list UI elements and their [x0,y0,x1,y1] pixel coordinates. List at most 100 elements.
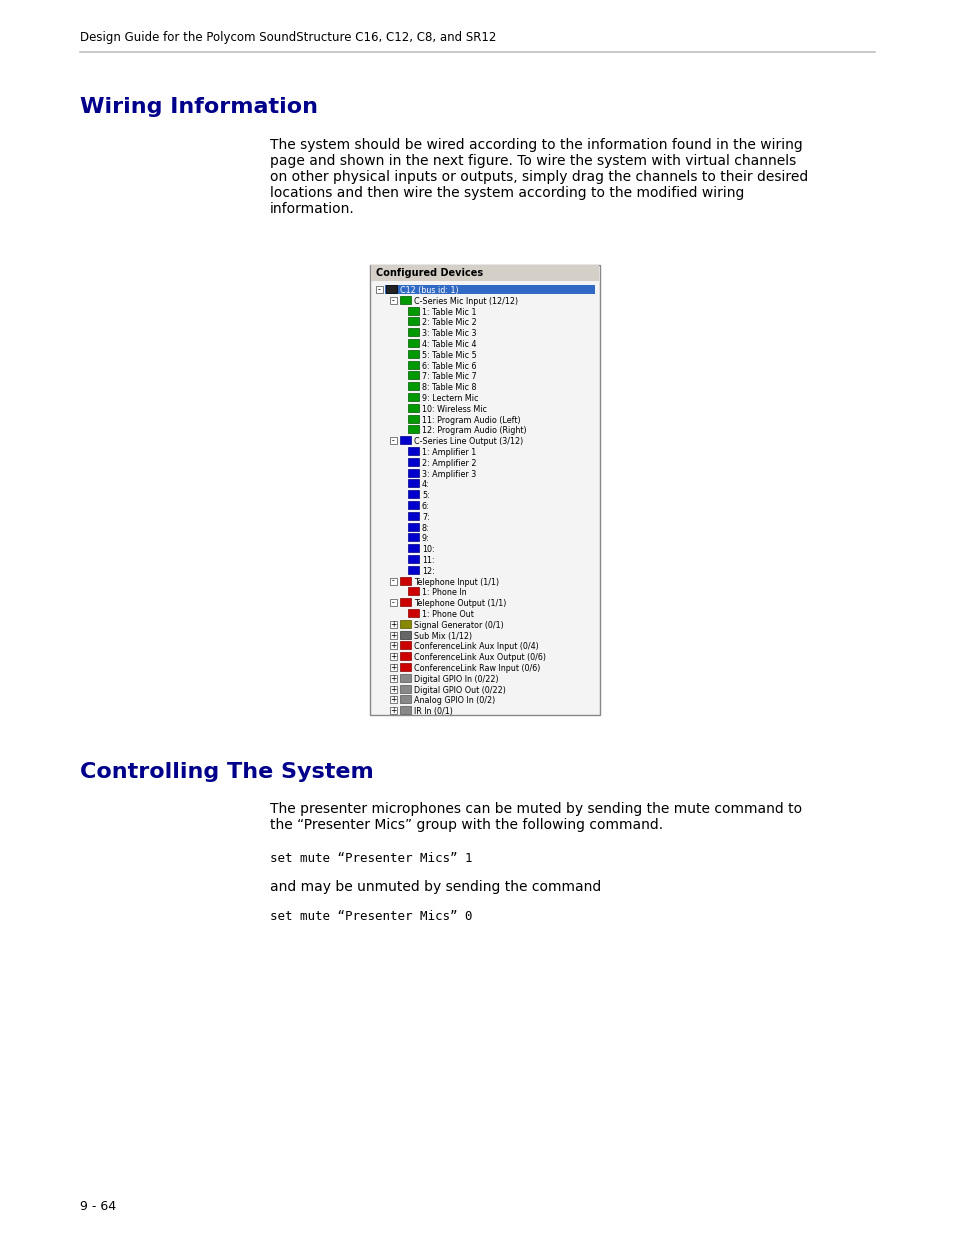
Bar [390,296,396,304]
Text: 9:: 9: [421,535,429,543]
Bar [399,674,411,682]
Text: ConferenceLink Raw Input (0/6): ConferenceLink Raw Input (0/6) [414,664,539,673]
Text: Configured Devices: Configured Devices [375,268,482,278]
Bar [399,631,411,638]
Text: 7:: 7: [421,513,429,522]
Bar [399,296,411,304]
Text: 4:: 4: [421,480,429,489]
Bar [408,415,418,422]
Text: 3: Table Mic 3: 3: Table Mic 3 [421,330,476,338]
Text: Controlling The System: Controlling The System [80,762,374,782]
Text: 1: Phone Out: 1: Phone Out [421,610,474,619]
Bar [390,708,396,714]
Text: and may be unmuted by sending the command: and may be unmuted by sending the comman… [270,881,600,894]
Text: 1: Amplifier 1: 1: Amplifier 1 [421,448,476,457]
Bar [399,684,411,693]
Text: Digital GPIO In (0/22): Digital GPIO In (0/22) [414,674,498,684]
Bar [390,664,396,671]
Text: information.: information. [270,203,355,216]
Text: +: + [390,663,396,672]
Bar [399,695,411,704]
Bar [390,631,396,638]
Bar [408,501,418,509]
Bar [408,361,418,368]
Text: +: + [390,684,396,694]
Text: page and shown in the next figure. To wire the system with virtual channels: page and shown in the next figure. To wi… [270,154,796,168]
Bar [408,479,418,488]
Text: 3: Amplifier 3: 3: Amplifier 3 [421,469,476,479]
Text: -: - [392,577,395,585]
Bar [390,578,396,584]
Bar [399,706,411,714]
Bar [375,287,382,293]
Text: 7: Table Mic 7: 7: Table Mic 7 [421,373,476,382]
Bar [390,599,396,606]
Text: +: + [390,641,396,651]
Text: +: + [390,620,396,629]
Text: 11:: 11: [421,556,435,564]
Text: +: + [390,706,396,715]
Text: Sub Mix (1/12): Sub Mix (1/12) [414,631,472,641]
Bar [390,437,396,445]
Bar [408,425,418,433]
Bar [408,317,418,325]
Bar [408,545,418,552]
Bar [390,685,396,693]
Text: 10: Wireless Mic: 10: Wireless Mic [421,405,486,414]
Text: set mute “Presenter Mics” 1: set mute “Presenter Mics” 1 [270,852,472,864]
Text: -: - [392,436,395,445]
Bar [385,285,595,294]
Text: 4: Table Mic 4: 4: Table Mic 4 [421,340,476,350]
Bar [399,652,411,661]
Bar [408,566,418,574]
Text: 12:: 12: [421,567,435,576]
Bar [399,663,411,671]
Text: Telephone Output (1/1): Telephone Output (1/1) [414,599,506,608]
Text: 9 - 64: 9 - 64 [80,1200,116,1213]
Text: IR In (0/1): IR In (0/1) [414,708,453,716]
Text: C-Series Mic Input (12/12): C-Series Mic Input (12/12) [414,296,517,306]
Text: 1: Table Mic 1: 1: Table Mic 1 [421,308,476,316]
Bar [386,285,396,293]
Text: 1: Phone In: 1: Phone In [421,588,466,598]
Text: 6: Table Mic 6: 6: Table Mic 6 [421,362,476,370]
Text: 9: Lectern Mic: 9: Lectern Mic [421,394,478,403]
Bar [399,641,411,650]
Text: +: + [390,652,396,661]
Bar [408,393,418,401]
Text: -: - [377,285,380,294]
Bar [390,674,396,682]
Bar [390,621,396,627]
Bar [408,306,418,315]
Text: 10:: 10: [421,545,435,555]
Bar [408,372,418,379]
Bar [390,697,396,704]
Bar [371,266,598,282]
Bar [390,653,396,661]
Text: C12 (bus id: 1): C12 (bus id: 1) [399,287,458,295]
Bar [399,598,411,606]
Bar [408,511,418,520]
Text: ConferenceLink Aux Output (0/6): ConferenceLink Aux Output (0/6) [414,653,545,662]
Bar [399,620,411,627]
Text: 5:: 5: [421,492,429,500]
Text: -: - [392,598,395,608]
Bar [408,382,418,390]
Bar [408,555,418,563]
Bar [408,490,418,498]
Text: Telephone Input (1/1): Telephone Input (1/1) [414,578,498,587]
Text: on other physical inputs or outputs, simply drag the channels to their desired: on other physical inputs or outputs, sim… [270,170,807,184]
Bar [408,522,418,531]
Text: -: - [392,296,395,305]
Text: The presenter microphones can be muted by sending the mute command to: The presenter microphones can be muted b… [270,802,801,816]
Bar [399,577,411,584]
Bar [408,338,418,347]
Text: The system should be wired according to the information found in the wiring: The system should be wired according to … [270,138,801,152]
Bar [408,534,418,541]
Bar [370,266,599,715]
Text: Wiring Information: Wiring Information [80,98,317,117]
Text: C-Series Line Output (3/12): C-Series Line Output (3/12) [414,437,522,446]
Text: 8: Table Mic 8: 8: Table Mic 8 [421,383,476,393]
Text: 5: Table Mic 5: 5: Table Mic 5 [421,351,476,359]
Text: Signal Generator (0/1): Signal Generator (0/1) [414,621,503,630]
